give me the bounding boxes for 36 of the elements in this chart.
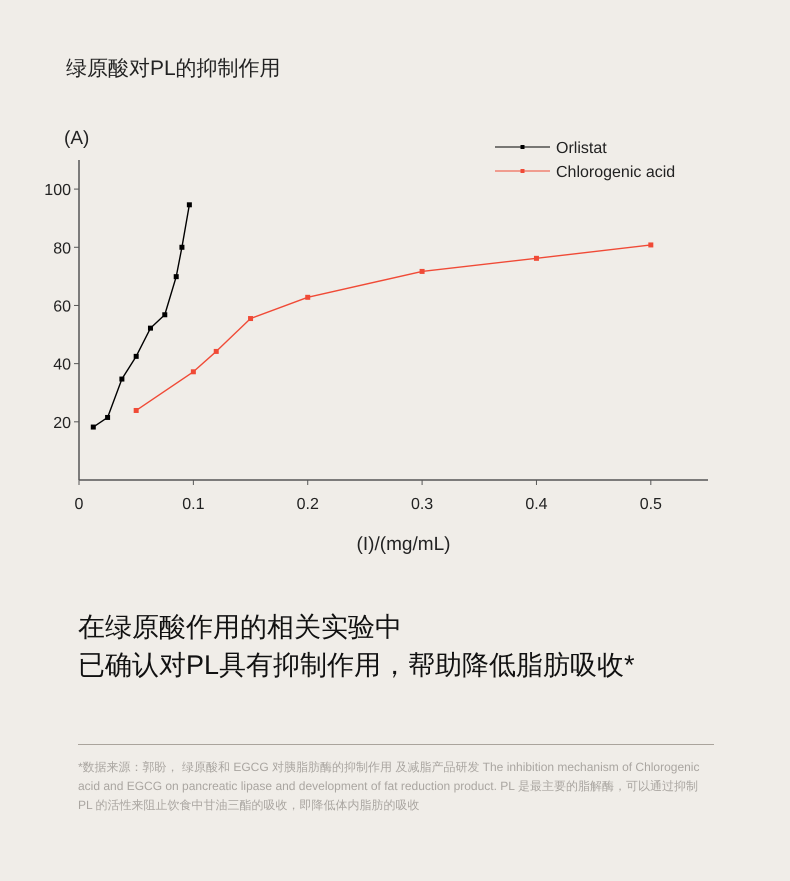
text: *数据来源：郭盼， 绿原酸和 EGCG 对胰脂肪酶的抑制作用 及减脂产品研发 The inhibition mechanism of Chlorogenic acid and EGCG on pancreatic lipase and development of fat reduction product. PL 是最主要的脂解酶，可以通过抑制 PL 的活性来阻止饮食中甘油三酯的吸收，即降低体内脂肪的吸收 — [78, 759, 700, 814]
point — [148, 326, 153, 331]
y-tick-label: 20 — [53, 414, 72, 432]
y-tick-label: 40 — [53, 356, 72, 374]
legend-label: Orlistat — [556, 140, 608, 157]
x-tick-label: 0.5 — [640, 496, 662, 513]
point — [134, 354, 139, 359]
point — [420, 268, 425, 274]
point — [134, 408, 139, 413]
point — [534, 256, 539, 261]
point — [248, 316, 254, 322]
point — [162, 312, 168, 318]
x-tick-label: 0.2 — [296, 496, 319, 513]
x-tick-label: 0.1 — [182, 496, 205, 513]
x-tick-label: 0.4 — [525, 496, 548, 513]
y-tick-label: 80 — [53, 240, 72, 258]
point — [305, 294, 310, 300]
x-axis-title: (I)/(mg/mL) — [356, 534, 450, 555]
point — [90, 424, 96, 430]
text: 在绿原酸作用的相关实验中 — [78, 611, 403, 644]
point — [214, 348, 219, 354]
y-tick-label: 60 — [53, 298, 72, 316]
chart-title: 绿原酸对PL的抑制作用 — [66, 56, 281, 82]
point — [119, 376, 124, 382]
text: 已确认对PL具有抑制作用，帮助降低脂肪吸收* — [78, 649, 635, 682]
text: (A) — [64, 128, 90, 149]
point — [105, 414, 110, 420]
point — [174, 274, 179, 280]
point — [648, 242, 654, 248]
point — [190, 369, 196, 374]
y-tick-label: 100 — [44, 182, 72, 200]
legend-label: Chlorogenic acid — [556, 164, 676, 181]
x-tick-label: 0.3 — [410, 496, 434, 513]
x-tick-label: 0 — [74, 496, 84, 513]
point — [179, 244, 184, 250]
point — [186, 202, 192, 208]
